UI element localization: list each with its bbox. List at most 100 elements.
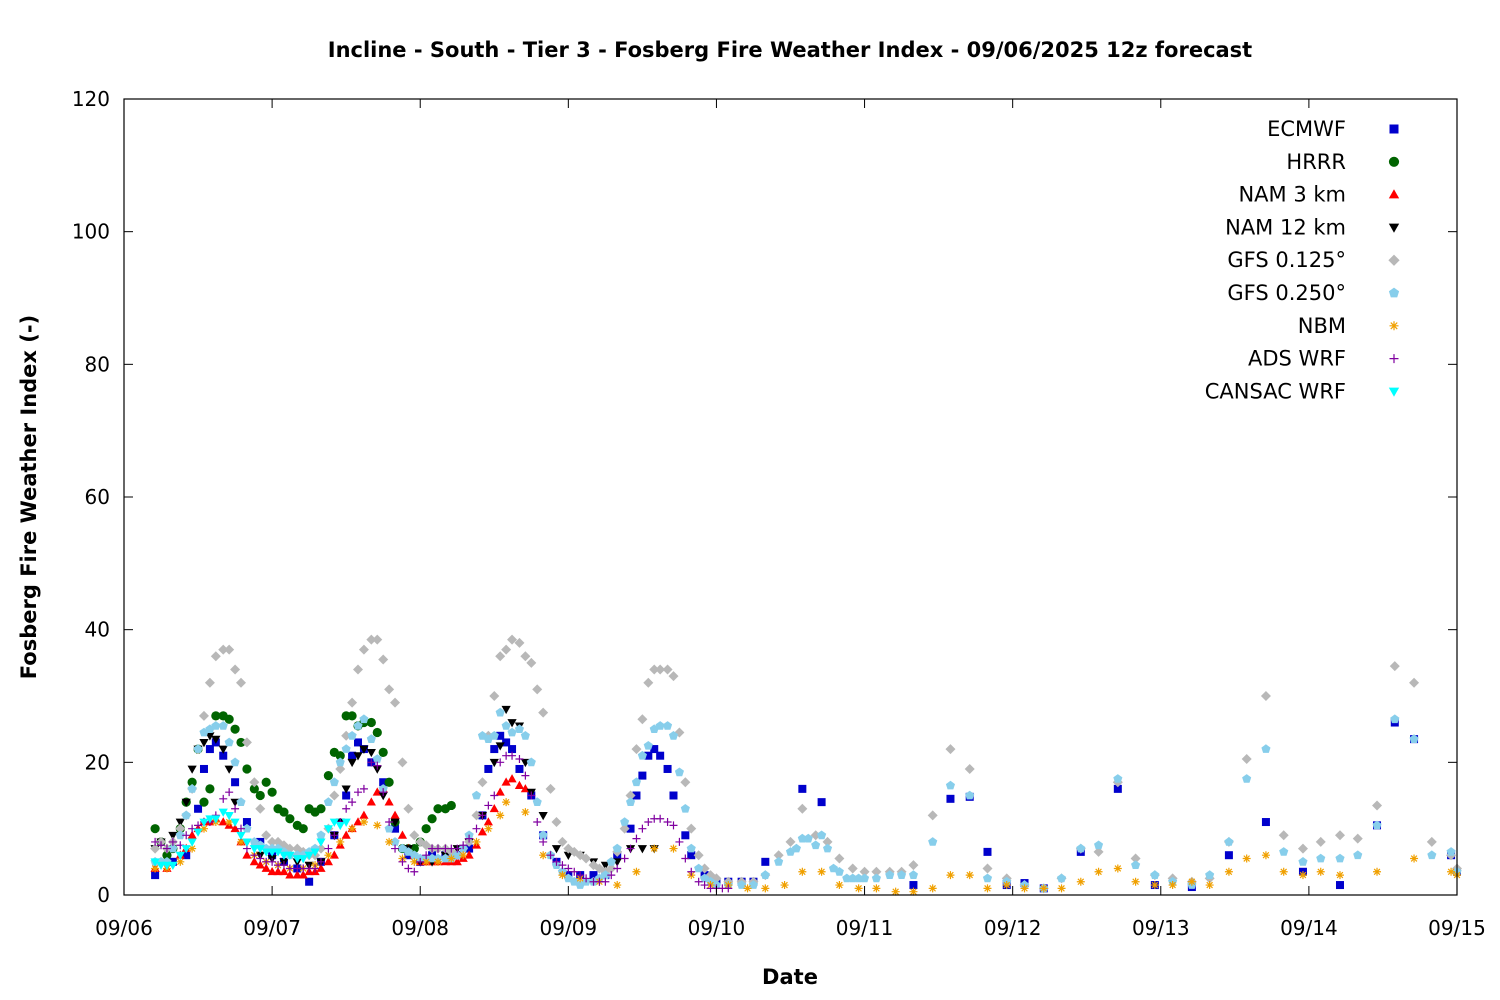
data-point bbox=[928, 837, 938, 846]
data-point bbox=[249, 857, 259, 866]
data-point bbox=[422, 851, 431, 860]
data-point bbox=[1113, 864, 1122, 873]
data-point bbox=[311, 864, 320, 873]
data-point bbox=[422, 857, 431, 866]
data-point bbox=[507, 719, 517, 728]
data-point bbox=[242, 823, 252, 833]
data-point bbox=[175, 830, 185, 840]
data-point bbox=[347, 697, 358, 708]
data-point bbox=[1187, 877, 1196, 886]
data-point bbox=[211, 721, 221, 730]
data-point bbox=[620, 854, 629, 863]
data-point bbox=[373, 761, 382, 770]
data-point bbox=[532, 684, 543, 695]
data-point bbox=[631, 744, 642, 755]
data-point bbox=[637, 750, 647, 760]
data-point bbox=[1335, 871, 1344, 880]
data-point bbox=[316, 863, 326, 872]
data-point bbox=[1278, 830, 1289, 841]
data-point bbox=[558, 861, 567, 870]
data-point bbox=[230, 823, 240, 833]
data-point bbox=[224, 737, 234, 747]
data-point bbox=[817, 830, 827, 840]
data-point bbox=[341, 744, 351, 753]
data-point bbox=[404, 864, 413, 873]
data-point bbox=[205, 745, 214, 754]
data-point bbox=[681, 854, 690, 863]
data-point bbox=[447, 854, 456, 863]
data-point bbox=[175, 818, 185, 827]
data-point bbox=[427, 814, 437, 824]
data-point bbox=[638, 771, 647, 780]
data-point bbox=[175, 851, 185, 860]
data-point bbox=[384, 684, 395, 695]
x-tick-label: 09/11 bbox=[836, 916, 894, 940]
data-point bbox=[606, 863, 617, 874]
data-point bbox=[472, 824, 481, 833]
data-point bbox=[433, 844, 442, 853]
data-point bbox=[218, 644, 229, 655]
data-point bbox=[354, 738, 363, 747]
data-point bbox=[1076, 877, 1085, 886]
data-point bbox=[162, 850, 172, 860]
data-point bbox=[859, 866, 870, 877]
data-point bbox=[687, 867, 696, 876]
data-point bbox=[1389, 661, 1400, 672]
data-point bbox=[347, 711, 357, 721]
data-point bbox=[1446, 847, 1456, 856]
data-point bbox=[564, 864, 573, 873]
data-point bbox=[162, 844, 171, 853]
data-point bbox=[681, 831, 690, 840]
data-point bbox=[193, 828, 203, 837]
data-point bbox=[315, 843, 326, 854]
data-point bbox=[236, 737, 246, 748]
data-point bbox=[279, 851, 289, 860]
data-point bbox=[1057, 873, 1067, 883]
data-point bbox=[791, 843, 801, 853]
data-point bbox=[1093, 846, 1104, 857]
data-point bbox=[384, 797, 394, 806]
data-point bbox=[187, 784, 197, 793]
data-point bbox=[323, 825, 333, 834]
data-point bbox=[205, 784, 215, 794]
data-point bbox=[526, 657, 537, 668]
data-point bbox=[1261, 851, 1270, 860]
legend-label: GFS 0.250° bbox=[1227, 281, 1346, 305]
data-point bbox=[330, 831, 339, 840]
data-point bbox=[1205, 870, 1215, 879]
data-point bbox=[465, 844, 474, 853]
data-point bbox=[928, 884, 937, 893]
data-point bbox=[507, 774, 517, 783]
data-point bbox=[909, 881, 918, 890]
data-point bbox=[1334, 830, 1345, 841]
data-point bbox=[218, 745, 228, 754]
data-point bbox=[871, 873, 881, 883]
data-point bbox=[366, 734, 376, 743]
data-point bbox=[581, 853, 592, 864]
series-nam-12-km bbox=[150, 705, 659, 870]
data-point bbox=[484, 801, 493, 810]
data-point bbox=[471, 810, 482, 821]
data-point bbox=[625, 790, 636, 801]
data-point bbox=[236, 831, 246, 841]
data-point bbox=[261, 848, 271, 857]
data-point bbox=[218, 817, 228, 826]
data-point bbox=[613, 864, 622, 873]
data-point bbox=[255, 845, 265, 854]
data-point bbox=[496, 811, 505, 820]
data-point bbox=[1224, 867, 1233, 876]
data-point bbox=[1261, 818, 1270, 827]
data-point bbox=[1298, 871, 1307, 880]
data-point bbox=[224, 812, 234, 821]
data-point bbox=[323, 797, 333, 806]
data-point bbox=[353, 817, 363, 826]
x-tick-label: 09/06 bbox=[95, 916, 153, 940]
legend-label: HRRR bbox=[1286, 150, 1346, 174]
data-point bbox=[336, 837, 345, 846]
data-point bbox=[737, 880, 747, 889]
data-point bbox=[687, 851, 696, 860]
data-point bbox=[194, 821, 203, 830]
data-point bbox=[175, 823, 186, 834]
data-point bbox=[378, 747, 388, 757]
